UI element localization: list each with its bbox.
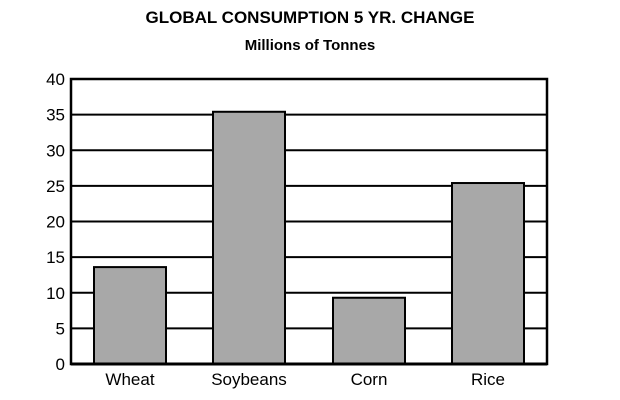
y-tick-label: 30	[46, 141, 65, 160]
x-tick-label: Soybeans	[211, 370, 287, 389]
y-tick-label: 25	[46, 177, 65, 196]
bar-rice	[451, 182, 525, 365]
y-tick-label: 35	[46, 106, 65, 125]
x-tick-label: Corn	[351, 370, 388, 389]
y-tick-label: 10	[46, 284, 65, 303]
y-tick-label: 20	[46, 213, 65, 232]
chart-title: GLOBAL CONSUMPTION 5 YR. CHANGE	[145, 8, 475, 27]
x-tick-label: Wheat	[105, 370, 154, 389]
y-tick-label: 40	[46, 70, 65, 89]
bar-soybeans	[212, 110, 286, 366]
x-tick-label: Rice	[471, 370, 505, 389]
chart-subtitle: Millions of Tonnes	[244, 37, 376, 54]
bar-corn	[332, 296, 406, 365]
y-tick-label: 5	[56, 319, 65, 338]
y-tick-label: 15	[46, 248, 65, 267]
bar-wheat	[93, 266, 167, 366]
y-tick-label: 0	[56, 355, 65, 374]
